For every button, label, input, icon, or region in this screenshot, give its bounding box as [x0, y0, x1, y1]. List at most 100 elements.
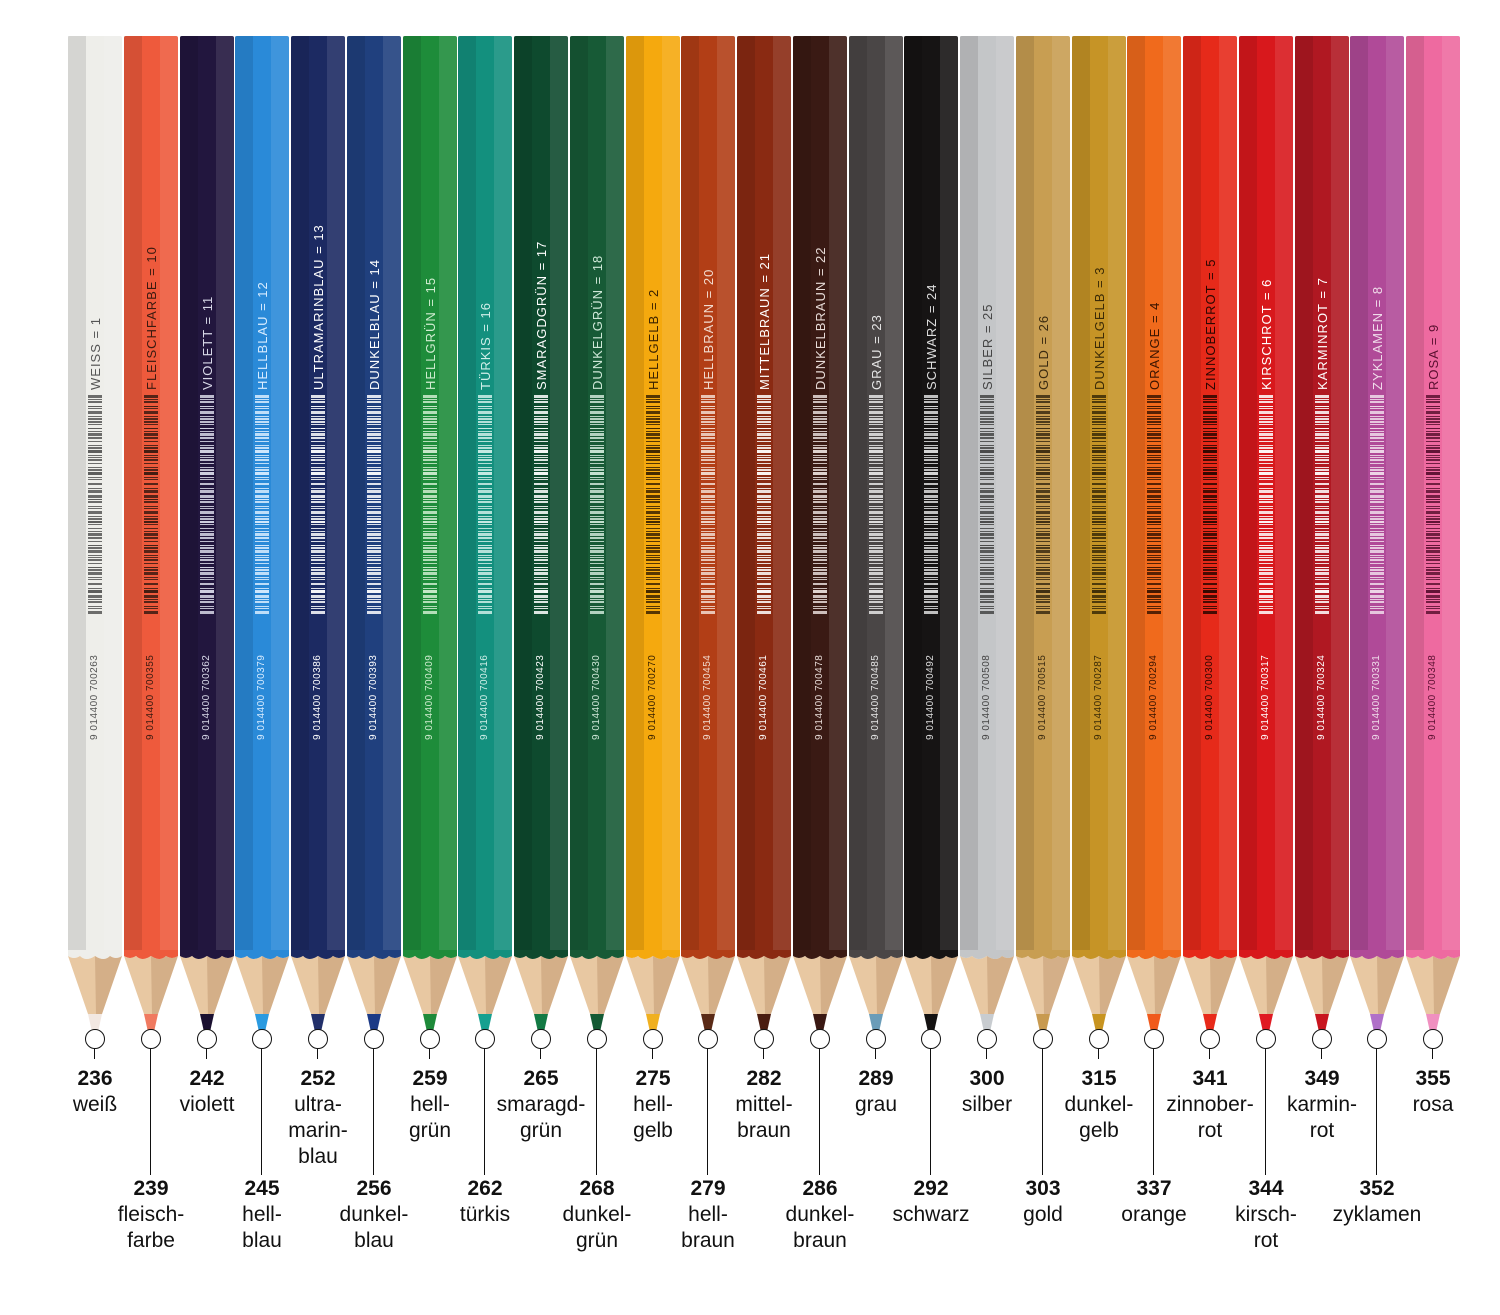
ean-number: 9 014400 700362	[201, 654, 212, 740]
barcode-bar	[534, 537, 548, 539]
ean-imprint-text: 9 014400 700317	[1260, 655, 1277, 740]
barcode-bar	[1203, 472, 1217, 475]
barcode-bar	[1426, 601, 1440, 603]
barcode-bar	[980, 428, 994, 429]
barcode-bar	[1370, 472, 1384, 475]
barcode-bar	[869, 579, 883, 580]
barcode-bar	[590, 459, 604, 461]
barcode-bar	[1426, 457, 1440, 458]
pencil-color-name: grün	[519, 1119, 563, 1142]
barcode-bar	[367, 441, 381, 442]
pencil-imprint-text: ZYKLAMEN = 8	[1370, 96, 1395, 390]
barcode-bar	[311, 469, 325, 471]
barcode-bar	[423, 516, 437, 517]
barcode-bar	[1370, 401, 1384, 403]
pencil-marker-circle	[197, 1029, 217, 1049]
pencil-facet	[235, 36, 253, 950]
barcode-bar	[1147, 563, 1161, 564]
barcode-bar	[1203, 428, 1217, 429]
barcode-bar	[478, 601, 492, 603]
barcode-bar	[88, 428, 102, 429]
barcode-bar	[311, 608, 325, 609]
barcode-bar	[813, 477, 827, 478]
barcode-bar	[869, 511, 883, 514]
pencil-marker-circle	[85, 1029, 105, 1049]
pencil-lead	[200, 1014, 214, 1032]
barcode-bar	[869, 508, 883, 509]
pencil-body	[793, 36, 847, 950]
barcode-bar	[757, 606, 771, 607]
pencil-collar	[1295, 950, 1349, 959]
pencil-color-name: orange	[1121, 1203, 1187, 1226]
barcode-bar	[255, 588, 269, 589]
barcode-bar	[980, 533, 994, 536]
barcode-bar	[924, 411, 938, 414]
barcode-bar	[1036, 557, 1050, 558]
barcode-bar	[646, 518, 660, 520]
barcode-bar	[1036, 499, 1050, 500]
barcode-bar	[924, 590, 938, 593]
pencil-tip	[793, 950, 847, 1032]
barcode-bar	[367, 479, 381, 480]
barcode-bar	[813, 611, 827, 614]
barcode-bar	[311, 472, 325, 475]
barcode-bar	[1092, 531, 1106, 532]
barcode-bar	[1147, 401, 1161, 403]
barcode-bar	[311, 588, 325, 589]
barcode-bar	[200, 488, 214, 489]
barcode-bar	[1426, 528, 1440, 529]
ean-number: 9 014400 700324	[1316, 654, 1327, 740]
barcode-bar	[200, 463, 214, 464]
barcode-bar	[1203, 590, 1217, 593]
barcode-bar	[200, 499, 214, 500]
pencil-number: 265	[523, 1067, 559, 1090]
barcode-bar	[1370, 490, 1384, 493]
barcode-bar	[367, 421, 381, 423]
barcode-bar	[813, 547, 827, 549]
pencil-wood-shade	[764, 956, 791, 1014]
barcode-bar	[1259, 559, 1273, 561]
barcode-bar	[1426, 499, 1440, 500]
pencil-facet	[160, 36, 178, 950]
barcode-bar	[311, 557, 325, 558]
barcode-bar	[1036, 508, 1050, 509]
barcode-bar	[590, 501, 604, 503]
barcode-bar	[1203, 611, 1217, 614]
barcode-bar	[980, 399, 994, 400]
barcode-bar	[1203, 421, 1217, 423]
barcode-bar	[1036, 588, 1050, 589]
barcode-bar	[534, 501, 548, 503]
barcode-bar	[757, 611, 771, 614]
barcode-bar	[701, 577, 715, 578]
barcode-bar	[1315, 583, 1329, 585]
barcode-bar	[88, 508, 102, 509]
barcode-bar	[311, 437, 325, 439]
barcode-bar	[813, 521, 827, 523]
barcode-bar	[813, 445, 827, 446]
pencil-collar	[849, 950, 903, 959]
barcode-bar	[813, 467, 827, 468]
barcode	[255, 395, 269, 615]
barcode-bar	[1092, 601, 1106, 603]
barcode-bar	[311, 606, 325, 607]
ean-imprint-text: 9 014400 700508	[981, 655, 998, 740]
barcode-bar	[980, 488, 994, 489]
barcode-bar	[1259, 421, 1273, 423]
barcode-bar	[1426, 599, 1440, 600]
barcode-bar	[311, 457, 325, 458]
barcode-bar	[646, 437, 660, 439]
pencil-collar	[458, 950, 512, 959]
barcode-bar	[534, 416, 548, 417]
ean-imprint-text: 9 014400 700515	[1037, 655, 1054, 740]
barcode-bar	[1092, 408, 1106, 409]
label-connector	[540, 1049, 542, 1059]
barcode-bar	[534, 490, 548, 493]
barcode-bar	[924, 459, 938, 461]
pencil-marker-circle	[587, 1029, 607, 1049]
pencil-marker-circle	[1312, 1029, 1332, 1049]
barcode-bar	[701, 437, 715, 439]
pencil-label: 268 dunkel-grün	[532, 1176, 662, 1254]
barcode-bar	[1426, 611, 1440, 614]
barcode-bar	[1203, 406, 1217, 407]
pencil-lead	[478, 1014, 492, 1032]
